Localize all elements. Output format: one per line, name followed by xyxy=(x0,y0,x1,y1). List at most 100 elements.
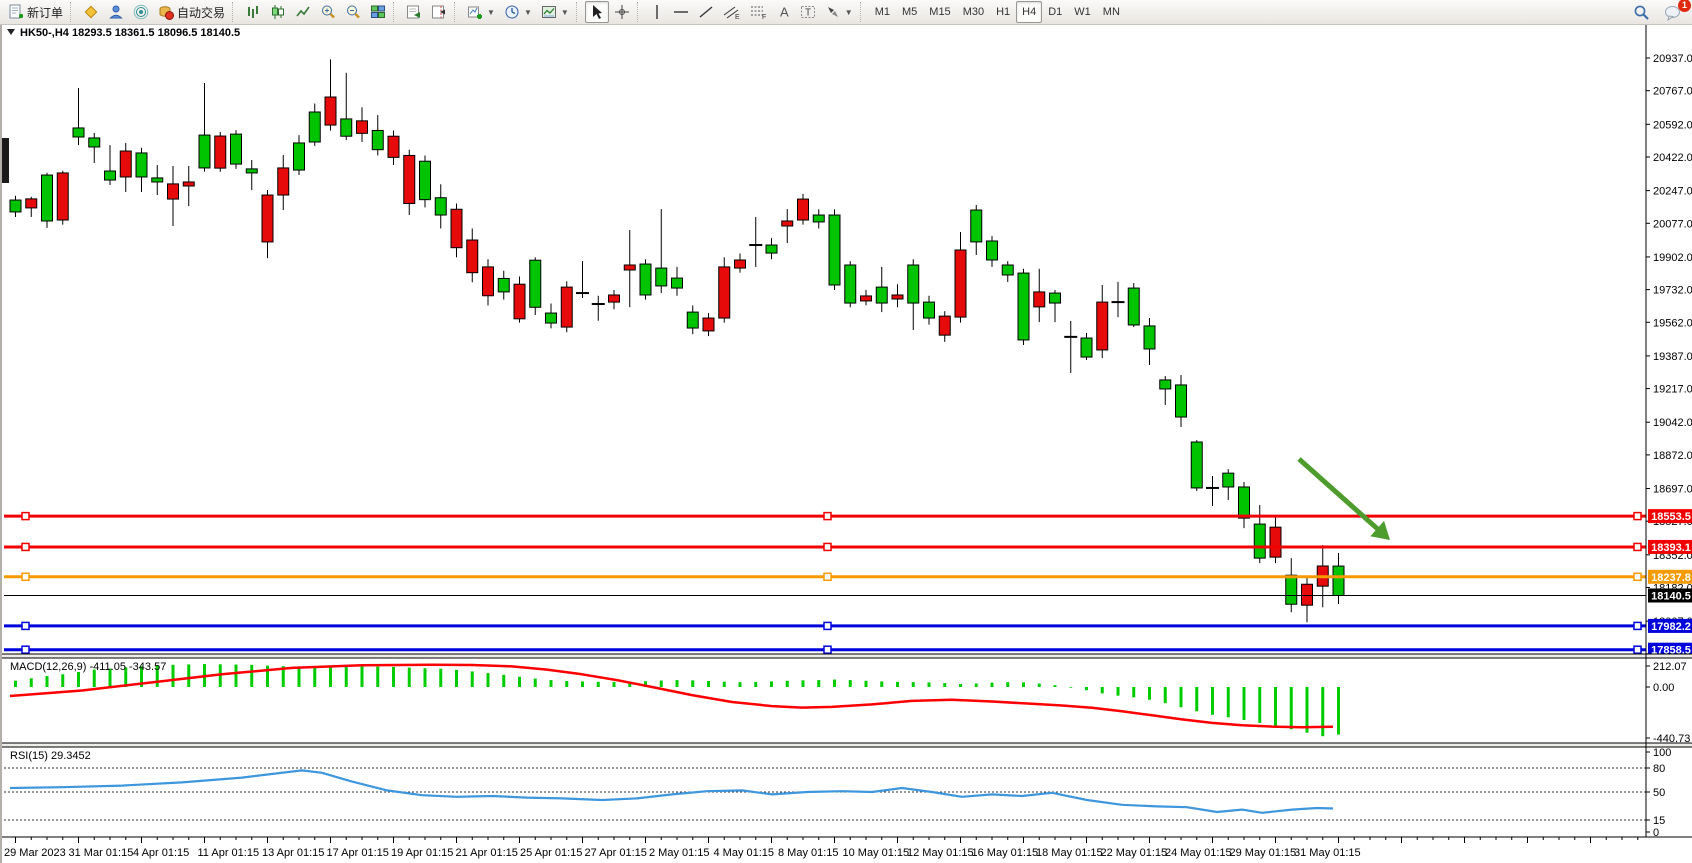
rsi-label: RSI(15) 29.3452 xyxy=(10,750,91,762)
timeframe-button-m15[interactable]: M15 xyxy=(929,6,951,18)
chart-window: 20937.0 20767.0 20592.0 20422.0 20247.0 20077… xyxy=(0,25,1692,863)
autotrading-button[interactable]: 自动交易 xyxy=(154,1,229,23)
chart-dropdown-icon[interactable] xyxy=(7,29,15,35)
community-button[interactable] xyxy=(104,1,128,23)
zoom-in-button[interactable] xyxy=(316,1,340,23)
auto-scroll-button[interactable] xyxy=(402,1,426,23)
equidistant-channel-tool-button[interactable]: E xyxy=(719,1,745,23)
fibonacci-tool-button[interactable]: F xyxy=(746,1,772,23)
svg-text:18393.1: 18393.1 xyxy=(1651,542,1691,554)
auto-scroll-icon xyxy=(406,4,422,20)
price-axis[interactable]: 20937.0 20767.0 20592.0 20422.0 20247.0 20077… xyxy=(1646,53,1692,661)
bar-chart-icon xyxy=(245,4,261,20)
mql-editor-button[interactable] xyxy=(79,1,103,23)
fibonacci-icon: F xyxy=(750,4,768,21)
text-tool-button[interactable]: A xyxy=(773,1,795,23)
zoom-in-icon xyxy=(320,4,336,20)
chart-shift-button[interactable] xyxy=(427,1,451,23)
svg-text:80: 80 xyxy=(1653,763,1665,775)
templates-button[interactable]: ▼ xyxy=(537,1,573,23)
time-axis-label: 4 Apr 01:15 xyxy=(133,847,189,859)
chevron-down-icon: ▼ xyxy=(560,7,569,17)
time-axis-label: 2 May 01:15 xyxy=(649,847,710,859)
timeframe-button-h4[interactable]: H4 xyxy=(1016,1,1043,23)
crosshair-tool-button[interactable] xyxy=(610,1,634,23)
svg-text:0.00: 0.00 xyxy=(1653,682,1674,694)
svg-text:18697.0: 18697.0 xyxy=(1653,484,1692,496)
svg-text:19902.0: 19902.0 xyxy=(1653,252,1692,264)
time-axis-label: 18 May 01:15 xyxy=(1036,847,1103,859)
svg-text:19732.0: 19732.0 xyxy=(1653,285,1692,297)
time-axis-label: 25 Apr 01:15 xyxy=(520,847,582,859)
timeframe-button-m1[interactable]: M1 xyxy=(874,6,890,18)
rsi-panel: 100 80 50 150 RSI(15) 29.3452 xyxy=(4,747,1671,839)
chart-canvas[interactable]: 20937.0 20767.0 20592.0 20422.0 20247.0 20077… xyxy=(2,25,1692,863)
macd-signal-line xyxy=(9,663,1334,729)
time-axis-label: 31 Mar 01:15 xyxy=(69,847,134,859)
svg-text:50: 50 xyxy=(1653,787,1665,799)
svg-text:18140.5: 18140.5 xyxy=(1651,590,1691,602)
svg-text:20767.0: 20767.0 xyxy=(1653,86,1692,98)
svg-text:20247.0: 20247.0 xyxy=(1653,186,1692,198)
svg-text:-440.73: -440.73 xyxy=(1653,733,1690,745)
svg-text:19217.0: 19217.0 xyxy=(1653,384,1692,396)
channel-icon: E xyxy=(723,4,741,21)
indicators-button[interactable]: ▼ xyxy=(463,1,499,23)
time-axis-label: 29 May 01:15 xyxy=(1230,847,1297,859)
chart-title-group[interactable]: HK50-,H4 18293.5 18361.5 18096.5 18140.5 xyxy=(7,27,240,39)
svg-text:18237.8: 18237.8 xyxy=(1651,572,1691,584)
down-arrow-annotation[interactable] xyxy=(1297,457,1390,540)
text-label-tool-button[interactable]: T xyxy=(796,1,820,23)
chart-shift-icon xyxy=(431,4,447,20)
chart-title: HK50-,H4 18293.5 18361.5 18096.5 18140.5 xyxy=(20,27,240,39)
line-chart-mode-button[interactable] xyxy=(291,1,315,23)
svg-text:18872.0: 18872.0 xyxy=(1653,450,1692,462)
periods-button[interactable]: ▼ xyxy=(500,1,536,23)
timeframe-button-h1[interactable]: H1 xyxy=(996,6,1011,18)
candlestick-mode-button[interactable] xyxy=(266,1,290,23)
signals-button[interactable] xyxy=(129,1,153,23)
search-icon xyxy=(1633,4,1650,21)
arrows-tool-button[interactable]: ▼ xyxy=(821,1,857,23)
zoom-out-button[interactable] xyxy=(341,1,365,23)
time-axis-label: 16 May 01:15 xyxy=(972,847,1039,859)
time-axis-label: 12 May 01:15 xyxy=(907,847,974,859)
horizontal-line-tool-button[interactable] xyxy=(669,1,693,23)
svg-text:212.07: 212.07 xyxy=(1653,661,1687,673)
autotrading-icon xyxy=(158,4,175,20)
timeframe-button-w1[interactable]: W1 xyxy=(1074,6,1091,18)
time-axis-label: 29 Mar 2023 xyxy=(4,847,66,859)
chat-button[interactable]: 1 xyxy=(1660,0,1691,24)
chevron-down-icon: ▼ xyxy=(523,7,532,17)
price-level-badge: 18237.8 xyxy=(1648,569,1692,584)
toolbar-separator xyxy=(454,2,460,22)
vertical-line-tool-button[interactable] xyxy=(646,1,668,23)
time-axis-label: 4 May 01:15 xyxy=(714,847,775,859)
bar-chart-mode-button[interactable] xyxy=(241,1,265,23)
toolbar-separator xyxy=(393,2,399,22)
current-price-badge: 18140.5 xyxy=(1648,588,1692,603)
signal-icon xyxy=(133,4,149,20)
autotrading-label: 自动交易 xyxy=(177,5,226,20)
text-icon: A xyxy=(777,4,791,20)
svg-text:0: 0 xyxy=(1653,827,1659,839)
time-axis-label: 13 Apr 01:15 xyxy=(262,847,324,859)
timeframe-button-d1[interactable]: D1 xyxy=(1048,6,1063,18)
cursor-tool-button[interactable] xyxy=(584,1,609,23)
svg-text:20077.0: 20077.0 xyxy=(1653,218,1692,230)
price-level-badge: 18553.5 xyxy=(1648,509,1692,524)
macd-label: MACD(12,26,9) -411.05 -343.57 xyxy=(10,661,166,673)
level-lines[interactable] xyxy=(4,511,1646,654)
new-order-button[interactable]: 新订单 xyxy=(4,1,67,23)
time-axis[interactable]: 29 Mar 2023 31 Mar 01:15 4 Apr 01:15 11 Apr… xyxy=(4,837,1639,859)
time-axis-label: 19 Apr 01:15 xyxy=(391,847,453,859)
trendline-tool-button[interactable] xyxy=(694,1,718,23)
tile-windows-button[interactable] xyxy=(366,1,390,23)
search-button[interactable] xyxy=(1629,2,1654,24)
timeframe-button-mn[interactable]: MN xyxy=(1102,6,1120,18)
time-axis-label: 22 May 01:15 xyxy=(1101,847,1168,859)
timeframe-button-m30[interactable]: M30 xyxy=(962,6,985,18)
timeframe-button-m5[interactable]: M5 xyxy=(902,6,918,18)
chevron-down-icon: ▼ xyxy=(487,7,495,17)
svg-text:F: F xyxy=(762,14,766,20)
